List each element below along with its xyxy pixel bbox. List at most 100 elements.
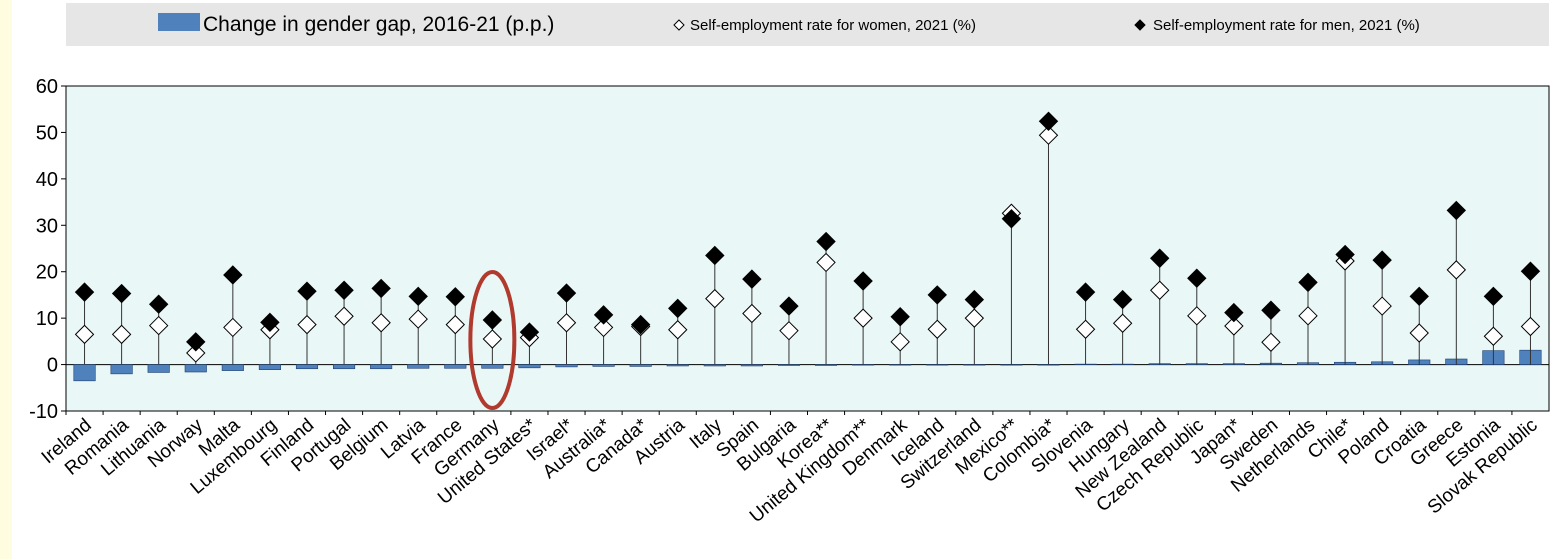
women-marker — [927, 319, 947, 339]
legend: Change in gender gap, 2016-21 (p.p.) Sel… — [66, 3, 1549, 46]
men-marker — [297, 281, 317, 301]
men-marker — [1187, 268, 1207, 288]
women-marker — [74, 324, 95, 345]
y-tick-label: 10 — [36, 308, 58, 330]
men-marker — [1150, 248, 1170, 268]
women-marker — [334, 306, 354, 326]
men-marker — [1224, 302, 1244, 323]
gap-bar — [73, 364, 96, 382]
gap-bar — [814, 364, 838, 366]
women-marker — [556, 313, 577, 333]
men-marker — [371, 278, 391, 299]
gap-bar — [555, 364, 578, 368]
x-axis: IrelandRomaniaLithuaniaNorwayMaltaLuxemb… — [38, 411, 1542, 527]
gap-bar — [629, 364, 652, 367]
gap-bar — [110, 364, 133, 375]
gap-bar — [1037, 364, 1060, 366]
gap-bar — [592, 364, 615, 367]
women-marker — [297, 314, 317, 335]
women-marker — [1520, 316, 1541, 337]
women-marker — [1298, 306, 1318, 326]
women-marker — [1038, 125, 1059, 145]
legend-women-label: Self-employment rate for women, 2021 (%) — [690, 17, 976, 34]
men-marker — [779, 296, 799, 316]
men-marker — [556, 283, 577, 303]
women-marker — [1409, 323, 1429, 343]
men-marker — [1298, 272, 1318, 293]
men-marker — [408, 286, 428, 307]
men-marker — [1483, 286, 1504, 307]
gap-bar — [889, 364, 912, 366]
men-marker — [1112, 289, 1133, 310]
women-marker — [1372, 296, 1392, 316]
plot-area — [65, 85, 1550, 412]
women-marker — [1075, 319, 1096, 339]
men-marker — [1335, 244, 1355, 265]
y-axis: -10 0 10 20 30 40 50 60 — [29, 76, 66, 423]
women-marker — [779, 320, 799, 341]
legend-men-label: Self-employment rate for men, 2021 (%) — [1153, 17, 1420, 34]
men-marker — [1446, 200, 1467, 221]
gap-bar — [740, 364, 763, 367]
men-marker — [1261, 300, 1281, 320]
women-marker — [445, 314, 465, 335]
gap-bar — [184, 364, 207, 373]
highlight-ellipse — [468, 270, 517, 410]
gap-bar — [703, 364, 726, 367]
gap-bar — [666, 364, 689, 367]
left-strip — [0, 0, 12, 559]
y-tick-label: 50 — [36, 122, 58, 144]
bars-series — [73, 349, 1542, 382]
men-series — [74, 111, 1541, 352]
men-marker — [445, 287, 465, 307]
men-marker — [148, 294, 169, 314]
men-marker — [630, 314, 651, 335]
gap-bar — [221, 364, 244, 371]
men-marker — [334, 280, 354, 300]
y-tick-label: 30 — [36, 215, 58, 237]
men-marker — [890, 307, 910, 327]
legend-bar-swatch — [158, 13, 200, 31]
women-marker — [111, 324, 132, 345]
men-marker — [1372, 250, 1392, 270]
men-marker — [742, 269, 762, 289]
women-marker — [668, 320, 688, 340]
women-marker — [742, 303, 762, 324]
men-marker — [1409, 286, 1429, 307]
women-marker — [816, 252, 836, 273]
women-marker — [148, 315, 169, 336]
men-marker — [519, 322, 540, 342]
gap-bar — [963, 364, 986, 366]
y-tick-label: -10 — [29, 401, 58, 423]
men-marker — [1001, 209, 1022, 229]
men-marker — [1520, 261, 1541, 281]
women-marker — [1446, 260, 1467, 280]
men-marker — [260, 312, 280, 333]
highlight-group — [468, 270, 517, 410]
men-marker — [1075, 282, 1096, 302]
men-marker — [223, 265, 243, 285]
gap-bar — [518, 364, 541, 369]
women-marker — [1112, 313, 1133, 333]
men-marker — [816, 231, 836, 252]
women-marker — [186, 343, 206, 363]
legend-background — [66, 3, 1549, 46]
women-marker — [890, 332, 910, 352]
gap-bar — [777, 364, 801, 366]
legend-men-marker — [1134, 19, 1146, 31]
women-marker — [1187, 306, 1207, 326]
gap-bar — [295, 364, 319, 370]
women-marker — [1261, 332, 1281, 352]
gap-bar — [1000, 364, 1023, 366]
men-marker — [593, 305, 614, 325]
women-marker — [1150, 280, 1170, 300]
y-tick-label: 0 — [47, 355, 58, 377]
gap-bar — [926, 364, 949, 366]
women-marker — [1483, 326, 1504, 346]
y-tick-label: 40 — [36, 169, 58, 191]
women-marker — [1224, 316, 1244, 336]
gap-bar — [407, 364, 430, 369]
men-marker — [705, 245, 725, 266]
